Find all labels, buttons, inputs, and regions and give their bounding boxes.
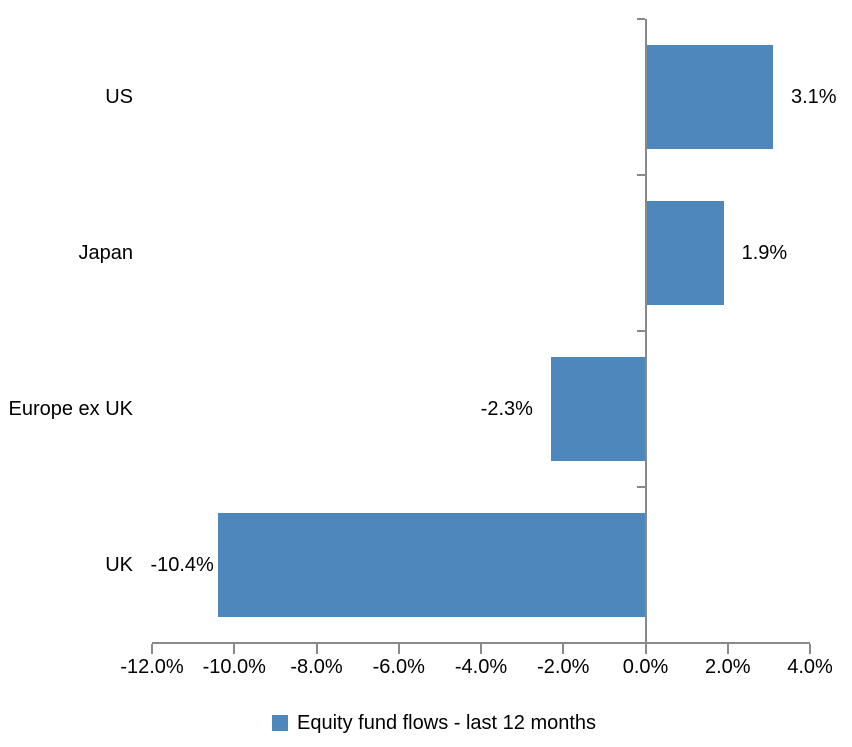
x-axis-tick <box>644 644 647 654</box>
value-label-japan: 1.9% <box>741 241 788 264</box>
category-boundary-tick <box>636 330 645 332</box>
category-label-uk: UK <box>105 553 133 576</box>
category-boundary-tick <box>636 486 645 488</box>
value-label-uk: -10.4% <box>150 553 214 576</box>
category-label-europe-ex-uk: Europe ex UK <box>8 397 133 420</box>
x-tick-label: -2.0% <box>537 656 590 678</box>
category-boundary-tick <box>636 174 645 176</box>
x-axis-tick <box>233 644 236 654</box>
category-boundary-tick <box>636 18 645 20</box>
x-axis-line <box>152 642 810 644</box>
legend-swatch-icon <box>272 715 288 731</box>
x-tick-label: -12.0% <box>120 656 184 678</box>
value-label-europe-ex-uk: -2.3% <box>480 397 533 420</box>
x-tick-label: 4.0% <box>787 656 833 678</box>
legend: Equity fund flows - last 12 months <box>272 709 596 737</box>
bar-europe-ex-uk <box>550 357 646 461</box>
value-label-us: 3.1% <box>790 85 837 108</box>
x-axis-tick <box>809 644 811 654</box>
bar-uk <box>217 513 646 617</box>
x-axis-tick <box>397 644 400 654</box>
category-label-us: US <box>105 85 133 108</box>
category-label-japan: Japan <box>78 241 134 264</box>
x-axis-tick <box>315 644 318 654</box>
x-axis-tick <box>726 644 729 654</box>
bar-us <box>645 45 773 149</box>
x-axis-tick <box>480 644 482 654</box>
x-tick-label: 0.0% <box>622 656 669 678</box>
x-axis-tick <box>562 644 565 654</box>
bar-japan <box>645 201 724 305</box>
x-tick-label: 2.0% <box>704 656 751 678</box>
x-tick-label: -4.0% <box>454 656 508 678</box>
x-tick-label: -10.0% <box>202 656 266 678</box>
x-axis-tick <box>151 644 153 654</box>
x-tick-label: -8.0% <box>290 656 343 678</box>
x-tick-label: -6.0% <box>372 656 425 678</box>
zero-axis-line <box>644 19 647 643</box>
legend-label: Equity fund flows - last 12 months <box>297 712 597 734</box>
